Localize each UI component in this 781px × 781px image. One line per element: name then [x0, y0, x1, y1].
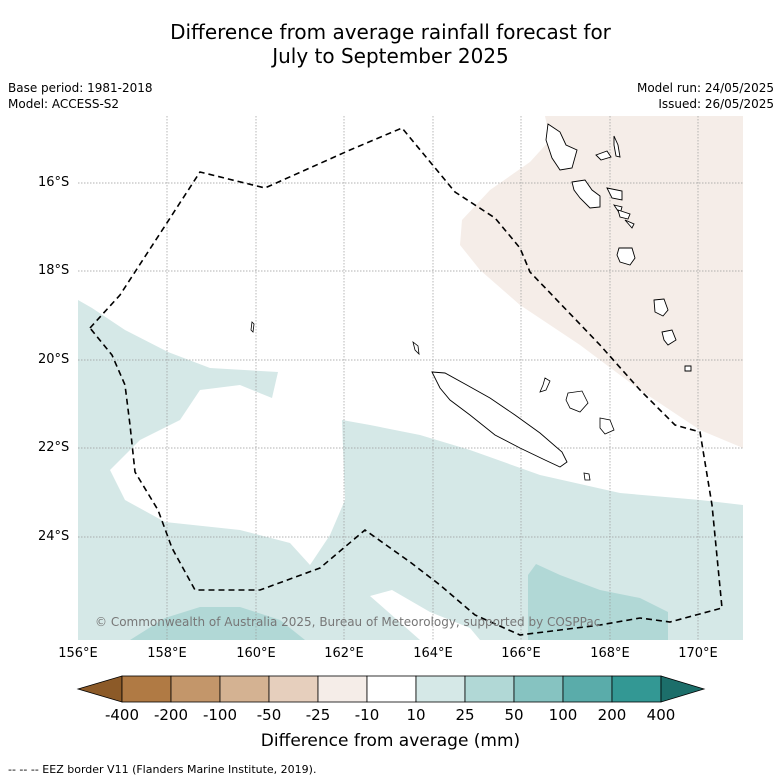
colorbar-swatch	[562, 675, 613, 703]
lon-label: 164°E	[413, 646, 453, 661]
colorbar-swatch	[611, 675, 662, 703]
title-line-2: July to September 2025	[272, 44, 509, 68]
colorbar-swatch	[219, 675, 270, 703]
loyalty-island-mare	[599, 417, 615, 435]
lon-label: 162°E	[324, 646, 364, 661]
model-name: Model: ACCESS-S2	[8, 97, 120, 111]
meta-right: Model run: 24/05/2025 Issued: 26/05/2025	[637, 80, 774, 112]
lon-label: 156°E	[58, 646, 98, 661]
lat-label: 24°S	[38, 529, 70, 544]
colorbar-tick-label: -400	[104, 706, 140, 724]
title-line-1: Difference from average rainfall forecas…	[170, 20, 611, 44]
base-period: Base period: 1981-2018	[8, 81, 153, 95]
colorbar-tick-label: 25	[455, 706, 475, 724]
wetter-region-west	[78, 300, 743, 640]
meta-left: Base period: 1981-2018 Model: ACCESS-S2	[8, 80, 153, 112]
lon-label: 168°E	[590, 646, 630, 661]
colorbar-swatch	[513, 675, 564, 703]
colorbar-swatch	[366, 675, 417, 703]
colorbar-tick-label: 400	[646, 706, 676, 724]
lon-label: 158°E	[147, 646, 187, 661]
colorbar-title: Difference from average (mm)	[260, 731, 521, 751]
map-title: Difference from average rainfall forecas…	[0, 20, 781, 68]
colorbar-swatch	[464, 675, 515, 703]
colorbar-tick-label: -25	[305, 706, 331, 724]
lat-label: 16°S	[38, 175, 70, 190]
lat-label: 18°S	[38, 263, 70, 278]
colorbar-tick-label: 50	[504, 706, 524, 724]
colorbar-tick-label: 100	[548, 706, 578, 724]
belep-islands	[412, 340, 420, 356]
colorbar-swatch	[170, 675, 221, 703]
eez-footnote: -- -- -- EEZ border V11 (Flanders Marine…	[8, 763, 317, 776]
lon-label: 160°E	[236, 646, 276, 661]
loyalty-island-ouvea	[539, 377, 551, 393]
colorbar-tick-label: 10	[406, 706, 426, 724]
colorbar-swatch	[317, 675, 368, 703]
chesterfield-islet	[250, 321, 255, 333]
issued-date: Issued: 26/05/2025	[658, 97, 774, 111]
colorbar-swatch	[268, 675, 319, 703]
lon-label: 170°E	[678, 646, 718, 661]
colorbar-tick-label: -100	[202, 706, 238, 724]
colorbar-tick-label: 200	[597, 706, 627, 724]
colorbar	[76, 675, 706, 703]
copyright-text: © Commonwealth of Australia 2025, Bureau…	[95, 615, 600, 629]
drier-region	[460, 116, 743, 448]
wetter-patch-east	[528, 564, 668, 640]
colorbar-swatch	[121, 675, 172, 703]
wetter-patch-south	[130, 607, 305, 640]
lon-label: 166°E	[501, 646, 541, 661]
colorbar-tick-label: -10	[354, 706, 380, 724]
graticule	[78, 116, 743, 640]
new-caledonia-coastline	[431, 371, 568, 468]
colorbar-extend-low	[76, 675, 123, 703]
colorbar-tick-label: -50	[256, 706, 282, 724]
lat-label: 22°S	[38, 440, 70, 455]
isle-of-pines	[583, 472, 591, 481]
colorbar-extend-high	[660, 675, 706, 703]
colorbar-tick-label: -200	[153, 706, 189, 724]
model-run: Model run: 24/05/2025	[636, 81, 774, 95]
vanuatu-islands	[545, 123, 692, 372]
map-area	[78, 116, 743, 640]
lat-label: 20°S	[38, 352, 70, 367]
colorbar-swatch	[415, 675, 466, 703]
loyalty-island-lifou	[565, 390, 589, 413]
normal-pocket	[370, 590, 480, 640]
